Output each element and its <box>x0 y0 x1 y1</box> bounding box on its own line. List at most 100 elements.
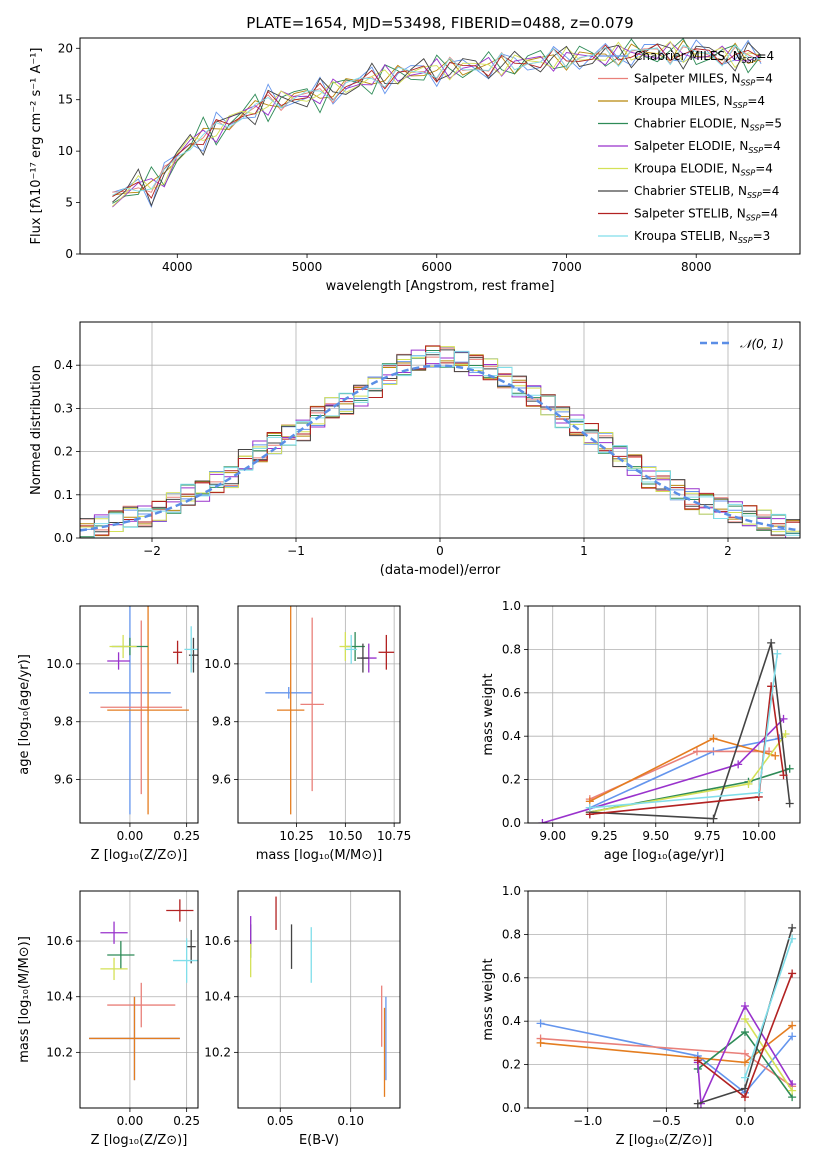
weight-marker <box>709 814 718 823</box>
legend-label: Kroupa ELODIE, NSSP=4 <box>634 162 773 178</box>
weight-marker <box>788 969 797 978</box>
legend-suffix: =4 <box>762 184 780 198</box>
x-tick-label: 1 <box>580 544 588 558</box>
x-tick-label: 0.25 <box>173 829 200 843</box>
x-axis-label: wavelength [Angstrom, rest frame] <box>326 279 555 294</box>
panel-1: 4000 5000 6000 7000 8000 0 5 10 15 20 wavelength [… <box>29 37 801 294</box>
weight-marker <box>785 799 794 808</box>
plot-area <box>538 638 794 823</box>
legend-item: Salpeter STELIB, NSSP=4 <box>598 207 778 223</box>
y-tick-label: 1.0 <box>502 599 521 613</box>
legend-suffix: =4 <box>755 162 773 176</box>
legend-text: Chabrier ELODIE, N <box>634 117 750 131</box>
y-tick-label: 10.2 <box>46 1045 73 1059</box>
plot-area <box>112 38 762 209</box>
y-tick-label: 0.6 <box>502 686 521 700</box>
y-tick-label: 1.0 <box>502 884 521 898</box>
y-tick-label: 0.1 <box>54 488 73 502</box>
legend-suffix: =4 <box>755 72 773 86</box>
x-tick-label: 9.25 <box>591 829 618 843</box>
legend-label: Chabrier MILES, NSSP=4 <box>634 49 774 65</box>
weight-marker <box>781 730 790 739</box>
legend-subscript: SSP <box>748 146 763 155</box>
legend-label: Salpeter MILES, NSSP=4 <box>634 72 773 88</box>
y-axis-label: mass weight <box>481 673 496 755</box>
panel-4: 10.25 10.50 10.75 9.6 9.8 10.0 mass [log₁₀(M/M… <box>204 605 411 863</box>
x-tick-label: 2 <box>724 544 732 558</box>
y-tick-label: 0.0 <box>54 531 73 545</box>
legend-subscript: SSP <box>747 191 762 200</box>
y-tick-label: 5 <box>65 196 73 210</box>
y-tick-label: 0.3 <box>54 401 73 415</box>
weight-marker <box>788 934 797 943</box>
legend-item: Kroupa MILES, NSSP=4 <box>598 94 765 110</box>
y-tick-label: 10.6 <box>204 934 231 948</box>
legend-item: Chabrier MILES, NSSP=4 <box>598 49 774 65</box>
weight-marker <box>785 764 794 773</box>
x-tick-label: −1 <box>287 544 305 558</box>
legend-label: Salpeter STELIB, NSSP=4 <box>634 207 778 223</box>
legend-subscript: SSP <box>746 214 761 223</box>
legend-subscript: SSP <box>733 101 748 110</box>
weight-marker <box>740 1028 749 1037</box>
legend-text: Salpeter MILES, N <box>634 72 741 86</box>
legend-suffix: =3 <box>753 229 771 243</box>
legend-subscript: SSP <box>742 56 757 65</box>
gaussian-curve <box>80 364 800 532</box>
legend-suffix: =4 <box>760 207 778 221</box>
x-tick-label: 0.00 <box>117 1114 144 1128</box>
y-tick-label: 0.0 <box>502 816 521 830</box>
x-tick-label: −0.5 <box>652 1114 681 1128</box>
weight-marker <box>740 1058 749 1067</box>
weight-marker <box>692 747 701 756</box>
y-tick-label: 0.2 <box>54 445 73 459</box>
y-tick-label: 0.0 <box>502 1101 521 1115</box>
weight-marker <box>536 1038 545 1047</box>
x-axis-label: E(B-V) <box>299 1133 339 1148</box>
weight-line <box>589 750 770 800</box>
x-tick-label: 0.05 <box>267 1114 294 1128</box>
x-tick-label: 9.50 <box>642 829 669 843</box>
axes-frame <box>79 37 801 255</box>
weight-marker <box>740 1049 749 1058</box>
axes-frame <box>79 890 199 1109</box>
plot-area <box>89 606 198 815</box>
y-tick-label: 15 <box>58 93 73 107</box>
x-tick-label: 6000 <box>421 260 452 274</box>
x-tick-label: 0.25 <box>173 1114 200 1128</box>
x-tick-label: 5000 <box>292 260 323 274</box>
legend-label: Salpeter ELODIE, NSSP=4 <box>634 139 781 155</box>
legend-suffix: =5 <box>764 117 782 131</box>
y-tick-label: 0 <box>65 247 73 261</box>
y-axis-label: mass weight <box>481 958 496 1040</box>
legend-item: Kroupa STELIB, NSSP=3 <box>598 229 770 245</box>
x-tick-label: 0.0 <box>735 1114 754 1128</box>
legend-text: Chabrier STELIB, N <box>634 184 747 198</box>
weight-marker <box>788 1086 797 1095</box>
legend-suffix: =4 <box>747 94 765 108</box>
axes-frame <box>527 605 801 824</box>
weight-marker <box>536 1019 545 1028</box>
axes-frame <box>79 605 199 824</box>
x-axis-label: age [log₁₀(age/yr)] <box>604 848 725 863</box>
weight-marker <box>767 638 776 647</box>
legend-text: Kroupa MILES, N <box>634 94 733 108</box>
legend-item: Salpeter MILES, NSSP=4 <box>598 72 773 88</box>
x-tick-label: 0.10 <box>337 1114 364 1128</box>
x-tick-label: 10.50 <box>328 829 362 843</box>
spectrum-line <box>112 41 762 208</box>
weight-marker <box>788 1032 797 1041</box>
x-tick-label: 10.00 <box>742 829 776 843</box>
x-tick-label: −1.0 <box>573 1114 602 1128</box>
weight-line <box>589 642 791 820</box>
legend-text: Kroupa STELIB, N <box>634 229 738 243</box>
legend-label: Chabrier STELIB, NSSP=4 <box>634 184 779 200</box>
weight-marker <box>788 1021 797 1030</box>
y-axis-label: Normed distribution <box>29 365 44 495</box>
panel-2: −2 −1 0 1 2 0.0 0.1 0.2 0.3 0.4 𝒩(0, 1) (data-model… <box>29 321 801 578</box>
weight-line <box>589 653 779 809</box>
panel-8: −1.0 −0.5 0.0 0.0 0.2 0.4 0.6 0.8 1.0 Z [log₁₀(Z/… <box>481 884 801 1148</box>
y-axis-label: age [log₁₀(age/yr)] <box>17 654 32 775</box>
